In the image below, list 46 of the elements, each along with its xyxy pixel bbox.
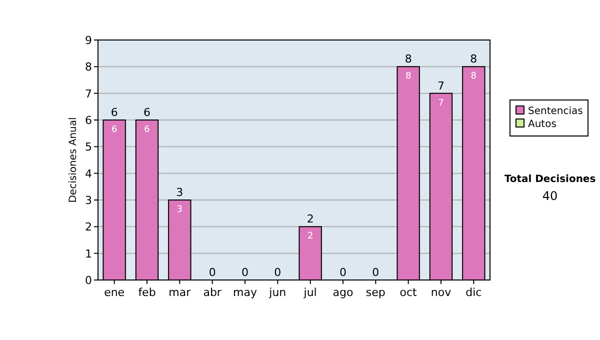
text: Total Decisiones [504, 174, 596, 185]
x-tick-label: dic [466, 286, 482, 299]
total-label: 7 [438, 79, 444, 92]
data-label: 7 [438, 98, 444, 108]
total-label: 0 [242, 266, 248, 279]
total-label: 8 [404, 52, 412, 66]
data-label: 3 [176, 205, 183, 215]
text: 40 [542, 189, 558, 203]
y-tick-label: 9 [85, 34, 92, 47]
legend-label: Autos [528, 119, 556, 130]
total-label: 0 [340, 266, 346, 279]
x-tick-label: may [233, 286, 258, 299]
total-label: 6 [144, 106, 150, 119]
total-label: 8 [470, 52, 478, 66]
data-label: 8 [470, 72, 477, 82]
x-tick-label: jul [302, 286, 317, 299]
data-label: 2 [307, 232, 314, 242]
y-tick-label: 8 [85, 60, 92, 74]
y-tick-label: 6 [85, 114, 92, 127]
data-label: 6 [144, 125, 150, 135]
x-tick-label: sep [366, 286, 386, 299]
total-label: 2 [306, 212, 314, 226]
x-tick-label: nov [430, 286, 452, 299]
x-tick-label: abr [203, 286, 222, 299]
x-tick-label: feb [138, 286, 156, 299]
data-label: 6 [111, 125, 118, 135]
x-tick-label: mar [168, 286, 192, 299]
y-tick-label: 0 [85, 274, 92, 287]
total-label: 6 [110, 106, 118, 119]
x-tick-label: ene [104, 286, 125, 299]
data-label: 8 [405, 72, 412, 82]
total-label: 0 [208, 266, 216, 279]
x-tick-label: oct [400, 286, 418, 299]
x-tick-label: jun [268, 286, 286, 299]
y-tick-label: 1 [85, 247, 92, 260]
y-tick-label: 4 [85, 167, 92, 180]
y-tick-label: 5 [85, 140, 92, 154]
total-label: 0 [372, 266, 380, 279]
y-tick-label: 7 [85, 87, 92, 100]
x-tick-label: ago [332, 286, 354, 299]
y-axis-title: Decisiones Anual [68, 117, 79, 203]
total-label: 3 [176, 186, 184, 199]
total-label: 0 [274, 266, 282, 279]
legend-label: Sentencias [528, 106, 583, 117]
y-tick-label: 3 [85, 194, 92, 207]
y-tick-label: 2 [85, 220, 92, 234]
